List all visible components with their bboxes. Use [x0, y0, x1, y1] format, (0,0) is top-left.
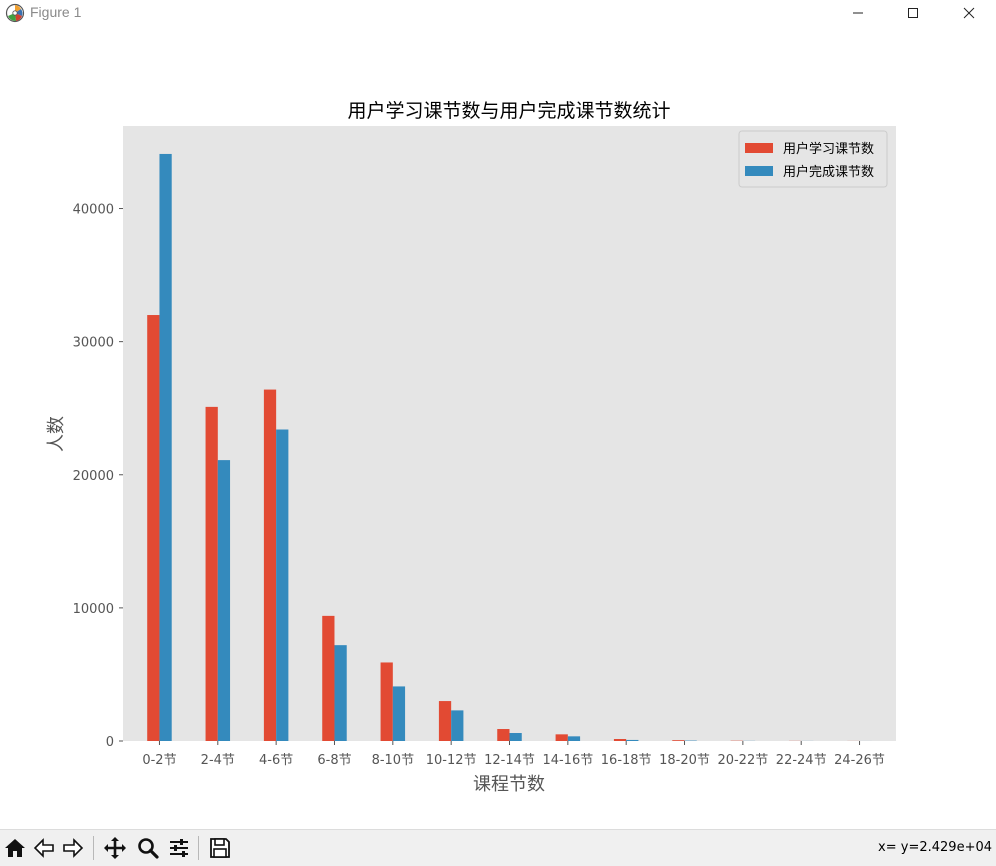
zoom-icon [138, 838, 159, 859]
window-title: Figure 1 [30, 4, 82, 20]
save-icon [210, 838, 230, 858]
bar-completed-4 [392, 686, 406, 741]
configure-icon [170, 839, 188, 857]
maximize-button[interactable] [890, 0, 936, 26]
bar-learned-0 [147, 315, 160, 741]
toolbar-separator [93, 836, 94, 860]
x-tick-label: 14-16节 [542, 753, 593, 768]
x-tick-label: 12-14节 [484, 753, 535, 768]
y-tick-label: 20000 [73, 469, 114, 484]
forward-icon [63, 838, 84, 858]
bar-learned-5 [438, 701, 452, 741]
bar-learned-4 [380, 662, 393, 741]
cursor-coordinates: x= y=2.429e+04 [878, 840, 992, 855]
bar-completed-8 [626, 739, 639, 741]
x-tick-label: 10-12节 [426, 753, 477, 768]
x-tick-label: 20-22节 [717, 753, 768, 768]
bar-learned-7 [555, 734, 568, 741]
x-tick-label: 0-2节 [142, 753, 176, 768]
x-tick-label: 2-4节 [201, 753, 235, 768]
y-tick-label: 10000 [73, 602, 114, 617]
back-icon [33, 838, 54, 858]
y-tick-label: 0 [106, 735, 114, 750]
home-icon [5, 839, 25, 857]
bars-group [147, 153, 872, 741]
home-button[interactable] [1, 834, 29, 862]
matplotlib-logo-icon [5, 3, 25, 23]
chart-title: 用户学习课节数与用户完成课节数统计 [347, 100, 670, 122]
legend-label: 用户学习课节数 [783, 141, 874, 157]
save-button[interactable] [206, 834, 234, 862]
x-tick-label: 22-24节 [776, 753, 827, 768]
bar-learned-2 [263, 389, 277, 741]
x-tick-label: 8-10节 [372, 753, 415, 768]
bar-completed-6 [509, 733, 522, 741]
bar-completed-2 [276, 429, 289, 741]
minimize-icon [853, 12, 863, 14]
legend-box [738, 130, 888, 188]
bar-learned-6 [497, 729, 510, 741]
maximize-icon [908, 8, 918, 18]
bar-completed-3 [334, 645, 347, 741]
x-tick-label: 18-20节 [659, 753, 710, 768]
bar-learned-1 [205, 406, 218, 741]
pan-icon [104, 837, 126, 859]
bar-learned-9 [672, 740, 685, 741]
bar-chart: 用户学习课节数与用户完成课节数统计 课程节数 人数 0-2节 2-4节 4-6节 6-… [46, 100, 896, 795]
minimize-button[interactable] [835, 0, 881, 26]
window-titlebar: Figure 1 [0, 0, 996, 26]
x-ticks-group: 0-2节 2-4节 4-6节 6-8节 8-10节 10-12节 12-14节 14-16节 1… [142, 741, 885, 768]
figure-canvas[interactable]: 用户学习课节数与用户完成课节数统计 课程节数 人数 0-2节 2-4节 4-6节 6-… [0, 26, 996, 829]
y-tick-label: 40000 [73, 203, 114, 218]
bar-completed-7 [567, 736, 581, 741]
close-button[interactable] [946, 0, 992, 26]
forward-button[interactable] [59, 834, 87, 862]
x-tick-label: 6-8节 [317, 753, 351, 768]
y-ticks-group: 0 10000 20000 30000 40000 [73, 203, 123, 750]
x-tick-label: 24-26节 [834, 753, 885, 768]
y-axis-label: 人数 [46, 416, 67, 452]
zoom-button[interactable] [134, 834, 162, 862]
navigation-toolbar: x= y=2.429e+04 [0, 829, 996, 866]
legend-label: 用户完成课节数 [783, 164, 874, 180]
close-icon [963, 7, 975, 19]
plot-area [123, 126, 896, 741]
x-tick-label: 16-18节 [601, 753, 652, 768]
bar-learned-3 [322, 615, 335, 741]
bar-completed-0 [159, 153, 172, 741]
y-tick-label: 30000 [73, 336, 114, 351]
toolbar-separator [198, 836, 199, 860]
pan-button[interactable] [101, 834, 129, 862]
x-tick-label: 4-6节 [259, 753, 293, 768]
bar-learned-8 [613, 739, 627, 741]
legend-swatch [745, 143, 773, 153]
configure-subplots-button[interactable] [165, 834, 193, 862]
x-axis-label: 课程节数 [473, 774, 545, 795]
back-button[interactable] [30, 834, 58, 862]
bar-completed-5 [451, 710, 464, 741]
bar-completed-1 [217, 460, 231, 741]
legend-swatch [745, 166, 773, 176]
